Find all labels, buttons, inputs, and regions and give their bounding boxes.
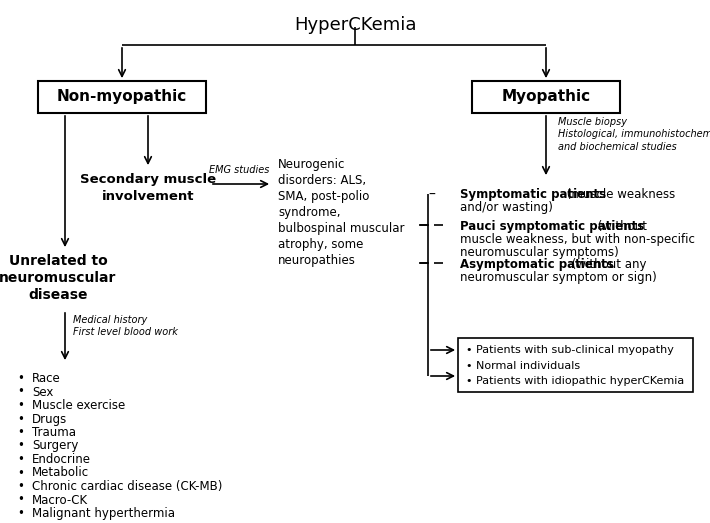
Text: •: • [17, 372, 24, 385]
Text: Muscle exercise: Muscle exercise [32, 399, 125, 412]
Text: •: • [17, 399, 24, 412]
Text: •: • [17, 480, 24, 493]
Text: •: • [17, 467, 24, 480]
Text: Pauci symptomatic patients: Pauci symptomatic patients [460, 220, 644, 233]
Text: Non-myopathic: Non-myopathic [57, 89, 187, 105]
Text: • Patients with idiopathic hyperCKemia: • Patients with idiopathic hyperCKemia [466, 376, 684, 386]
Text: •: • [17, 439, 24, 452]
Text: Symptomatic patients: Symptomatic patients [460, 188, 606, 201]
Text: muscle weakness, but with non-specific: muscle weakness, but with non-specific [460, 233, 695, 246]
Text: (without any: (without any [568, 258, 647, 271]
Text: • Normal individuals: • Normal individuals [466, 361, 580, 371]
Text: and/or wasting): and/or wasting) [460, 201, 553, 214]
Text: Secondary muscle
involvement: Secondary muscle involvement [80, 174, 216, 202]
Text: Trauma: Trauma [32, 426, 76, 439]
Text: EMG studies: EMG studies [209, 165, 269, 175]
Text: Neurogenic
disorders: ALS,
SMA, post-polio
syndrome,
bulbospinal muscular
atroph: Neurogenic disorders: ALS, SMA, post-pol… [278, 158, 405, 267]
Text: •: • [17, 413, 24, 426]
Text: Metabolic: Metabolic [32, 467, 89, 480]
Text: Malignant hyperthermia: Malignant hyperthermia [32, 507, 175, 520]
Text: neuromuscular symptoms): neuromuscular symptoms) [460, 246, 618, 259]
Text: •: • [17, 385, 24, 399]
Text: Unrelated to
neuromuscular
disease: Unrelated to neuromuscular disease [0, 254, 116, 302]
Text: –: – [429, 188, 435, 202]
Text: •: • [17, 426, 24, 439]
Text: Macro-CK: Macro-CK [32, 494, 88, 506]
Text: (without: (without [594, 220, 647, 233]
Text: •: • [17, 494, 24, 506]
Text: Surgery: Surgery [32, 439, 78, 452]
Text: Muscle biopsy
Histological, immunohistochemical
and biochemical studies: Muscle biopsy Histological, immunohistoc… [558, 117, 710, 152]
Text: Myopathic: Myopathic [501, 89, 591, 105]
Text: Race: Race [32, 372, 61, 385]
Text: neuromuscular symptom or sign): neuromuscular symptom or sign) [460, 271, 657, 284]
Bar [458, 338, 693, 392]
Bar [472, 81, 620, 113]
Text: Endocrine: Endocrine [32, 453, 91, 466]
Text: Sex: Sex [32, 385, 53, 399]
Text: •: • [17, 507, 24, 520]
Text: •: • [17, 453, 24, 466]
Text: Chronic cardiac disease (CK-MB): Chronic cardiac disease (CK-MB) [32, 480, 222, 493]
Bar [38, 81, 206, 113]
Text: Drugs: Drugs [32, 413, 67, 426]
Text: Medical history
First level blood work: Medical history First level blood work [73, 315, 178, 337]
Text: Asymptomatic patients: Asymptomatic patients [460, 258, 613, 271]
Text: • Patients with sub-clinical myopathy: • Patients with sub-clinical myopathy [466, 345, 674, 355]
Text: HyperCKemia: HyperCKemia [294, 16, 416, 34]
Text: (muscle weakness: (muscle weakness [563, 188, 675, 201]
